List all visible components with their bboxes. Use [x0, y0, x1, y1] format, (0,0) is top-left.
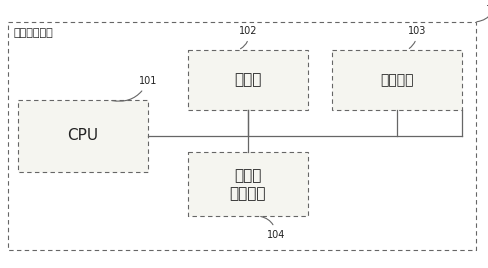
Text: 101: 101: [112, 76, 157, 101]
Text: メモリ: メモリ: [234, 73, 262, 87]
Bar: [18, 100, 148, 172]
Text: 103: 103: [408, 26, 426, 49]
Text: 102: 102: [239, 26, 257, 49]
Text: 100: 100: [477, 0, 488, 22]
Text: 損傷検出装置: 損傷検出装置: [14, 28, 54, 38]
Text: 104: 104: [261, 217, 285, 240]
Bar: [188, 152, 308, 216]
Text: フェース: フェース: [230, 187, 266, 202]
Text: インタ: インタ: [234, 169, 262, 184]
Text: 記憶装置: 記憶装置: [380, 73, 414, 87]
Text: CPU: CPU: [67, 128, 99, 143]
Bar: [332, 50, 462, 110]
Bar: [188, 50, 308, 110]
Bar: [8, 22, 476, 250]
